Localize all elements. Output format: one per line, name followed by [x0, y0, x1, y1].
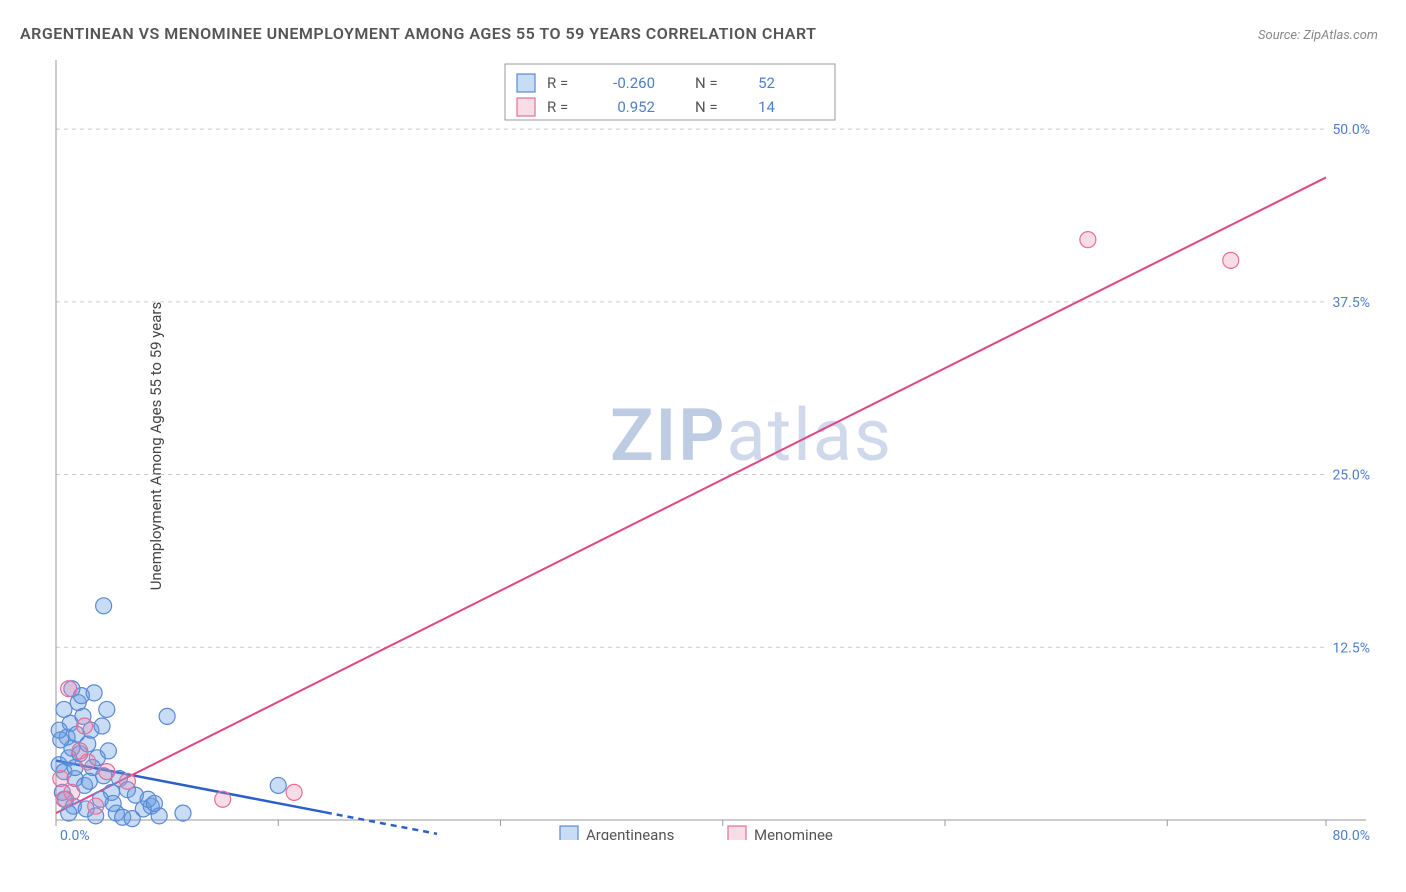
- legend-n-value: 52: [758, 74, 775, 92]
- legend-r-label: R =: [547, 98, 568, 116]
- plot-area: 12.5%25.0%37.5%50.0%0.0%80.0%ZIPatlasR =…: [50, 60, 1380, 840]
- legend-n-label: N =: [695, 98, 718, 116]
- data-point: [286, 784, 302, 800]
- legend-series-label: Argentineans: [586, 826, 674, 840]
- data-point: [61, 681, 77, 697]
- data-point: [159, 708, 175, 724]
- data-point: [56, 791, 72, 807]
- data-point: [119, 773, 135, 789]
- trend-line-dashed: [326, 812, 437, 833]
- data-point: [270, 777, 286, 793]
- data-point: [56, 701, 72, 717]
- legend-r-value: -0.260: [613, 74, 655, 92]
- data-point: [51, 722, 67, 738]
- legend-r-value: 0.952: [617, 98, 655, 116]
- data-point: [88, 798, 104, 814]
- legend-n-value: 14: [758, 98, 775, 116]
- legend-swatch: [517, 98, 535, 116]
- y-tick-label: 37.5%: [1332, 295, 1370, 311]
- x-tick-label: 0.0%: [60, 828, 90, 840]
- x-tick-label: 80.0%: [1332, 828, 1370, 840]
- chart-title: ARGENTINEAN VS MENOMINEE UNEMPLOYMENT AM…: [20, 24, 816, 43]
- data-point: [175, 805, 191, 821]
- data-point: [77, 718, 93, 734]
- data-point: [124, 811, 140, 827]
- data-point: [146, 795, 162, 811]
- y-tick-label: 12.5%: [1332, 640, 1370, 656]
- data-point: [1223, 252, 1239, 268]
- data-point: [100, 743, 116, 759]
- data-point: [81, 773, 97, 789]
- legend-n-label: N =: [695, 74, 718, 92]
- data-point: [96, 598, 112, 614]
- chart-svg: 12.5%25.0%37.5%50.0%0.0%80.0%ZIPatlasR =…: [50, 60, 1380, 840]
- legend-series-label: Menominee: [754, 826, 833, 840]
- data-point: [105, 795, 121, 811]
- data-point: [99, 701, 115, 717]
- data-point: [1080, 232, 1096, 248]
- data-point: [99, 764, 115, 780]
- legend-swatch: [560, 826, 578, 840]
- data-point: [53, 771, 69, 787]
- data-point: [80, 754, 96, 770]
- legend-swatch: [728, 826, 746, 840]
- legend-swatch: [517, 74, 535, 92]
- y-tick-label: 50.0%: [1332, 122, 1370, 138]
- data-point: [86, 685, 102, 701]
- trend-line: [56, 177, 1326, 813]
- legend-r-label: R =: [547, 74, 568, 92]
- data-point: [94, 718, 110, 734]
- source-label: Source: ZipAtlas.com: [1258, 28, 1378, 43]
- data-point: [215, 791, 231, 807]
- y-tick-label: 25.0%: [1332, 468, 1370, 484]
